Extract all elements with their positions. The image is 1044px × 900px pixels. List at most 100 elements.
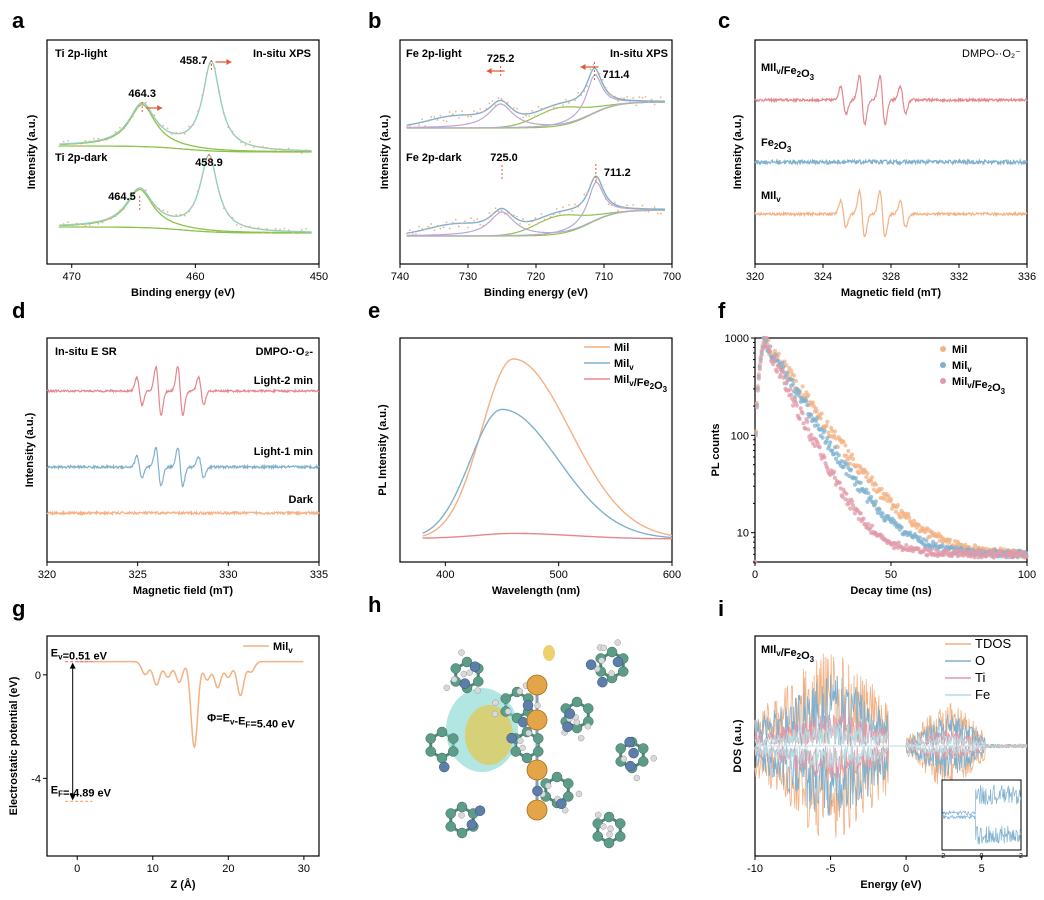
raw-data-point [647,210,650,213]
raw-data-point [157,124,160,127]
potential-line [77,660,304,749]
raw-data-point [101,139,104,142]
raw-data-point [253,227,255,230]
raw-data-point [188,125,191,128]
raw-data-point [405,125,408,128]
raw-data-point [296,232,299,235]
envelope-fit [59,60,312,152]
peak-fit-2p1 [59,188,312,234]
decay-point [825,419,830,424]
carbon-atom [473,676,484,687]
raw-data-point [80,223,82,226]
oxygen-atom [438,761,450,773]
series-label: Light-1 min [254,446,314,458]
carbon-atom [521,752,533,764]
raw-data-point [620,206,622,209]
subscript: v [288,646,293,655]
arrow-head [69,662,76,669]
series-label-dark: Fe 2p-dark [406,152,463,164]
decay-point [869,475,875,480]
oxygen-atom [628,747,639,759]
carbon-atom [583,703,594,714]
panel-b: b Fe 2p-light Fe 2p-dark In-situ XPS 725.2 71… [368,8,681,299]
raw-data-point [460,110,463,113]
peak-label: 458.7 [180,55,208,67]
decay-point [804,399,809,404]
decay-point [1024,554,1029,559]
raw-data-point [638,208,641,211]
raw-data-point [214,175,217,177]
raw-data-point [467,115,469,118]
raw-data-point [253,146,255,149]
decay-point [764,335,769,341]
raw-data-point [503,101,506,104]
decay-point [895,503,900,508]
raw-data-point [145,189,147,192]
raw-data-point [534,115,537,118]
y-axis-label: Intensity (a.u.) [24,412,36,487]
raw-data-point [430,223,433,225]
legend-label: Milv [952,360,972,374]
raw-data-point [71,145,74,148]
hydrogen-atom [517,737,524,745]
carbon-atom [563,778,574,789]
legend-label: Milv [614,358,634,372]
carbon-atom [638,743,649,754]
decay-point [852,482,858,487]
raw-data-point [166,127,169,130]
raw-data-point [503,212,506,215]
x-tick-label: 332 [950,271,968,283]
charge-density-accumulation [465,705,513,765]
raw-data-point [522,116,524,119]
x-tick-label: 330 [219,569,237,581]
raw-data-point [300,229,303,231]
decay-point [790,377,795,383]
raw-data-point [598,72,601,75]
decay-point [758,359,763,364]
oxygen-atom [612,656,624,668]
decay-point [822,428,827,433]
raw-data-point [476,218,479,220]
hydrogen-atom [575,790,583,798]
decay-point [954,545,959,550]
raw-data-point [607,203,610,206]
decay-point [819,411,824,416]
subscript: 2 [650,382,655,391]
raw-data-point [201,175,204,177]
text-run: /Fe [972,379,988,391]
y-axis-label: Intensity (a.u.) [379,114,391,189]
decay-point [972,555,978,560]
carbon-atom [618,666,629,677]
oxygen-atom [469,661,481,672]
oxygen-atom [466,819,478,830]
carbon-atom [615,818,626,829]
carbon-atom [510,746,521,757]
y-tick-label: 0 [35,670,41,682]
subscript: 2 [797,70,802,79]
envelope-fit [406,67,665,126]
raw-data-point [607,92,610,95]
decay-point [822,455,827,460]
raw-data-point [179,132,182,135]
raw-data-point [415,233,417,235]
raw-data-point [610,204,613,206]
raw-data-point [626,204,629,207]
raw-data-point [549,109,552,111]
peak-fit-2p1 [59,103,312,153]
subscript: v [629,363,634,372]
subscript: 3 [810,73,815,82]
raw-data-point [565,213,567,216]
raw-data-point [522,218,524,220]
raw-data-point [549,215,552,218]
raw-data-point [500,97,503,100]
decay-point [814,416,819,421]
raw-data-point [179,213,182,216]
raw-data-point [427,225,430,228]
chart-title: In-situ XPS [610,48,668,60]
decay-point [781,364,786,369]
x-tick-label: 325 [128,569,146,581]
decay-point [800,384,805,389]
raw-data-point [442,119,445,122]
